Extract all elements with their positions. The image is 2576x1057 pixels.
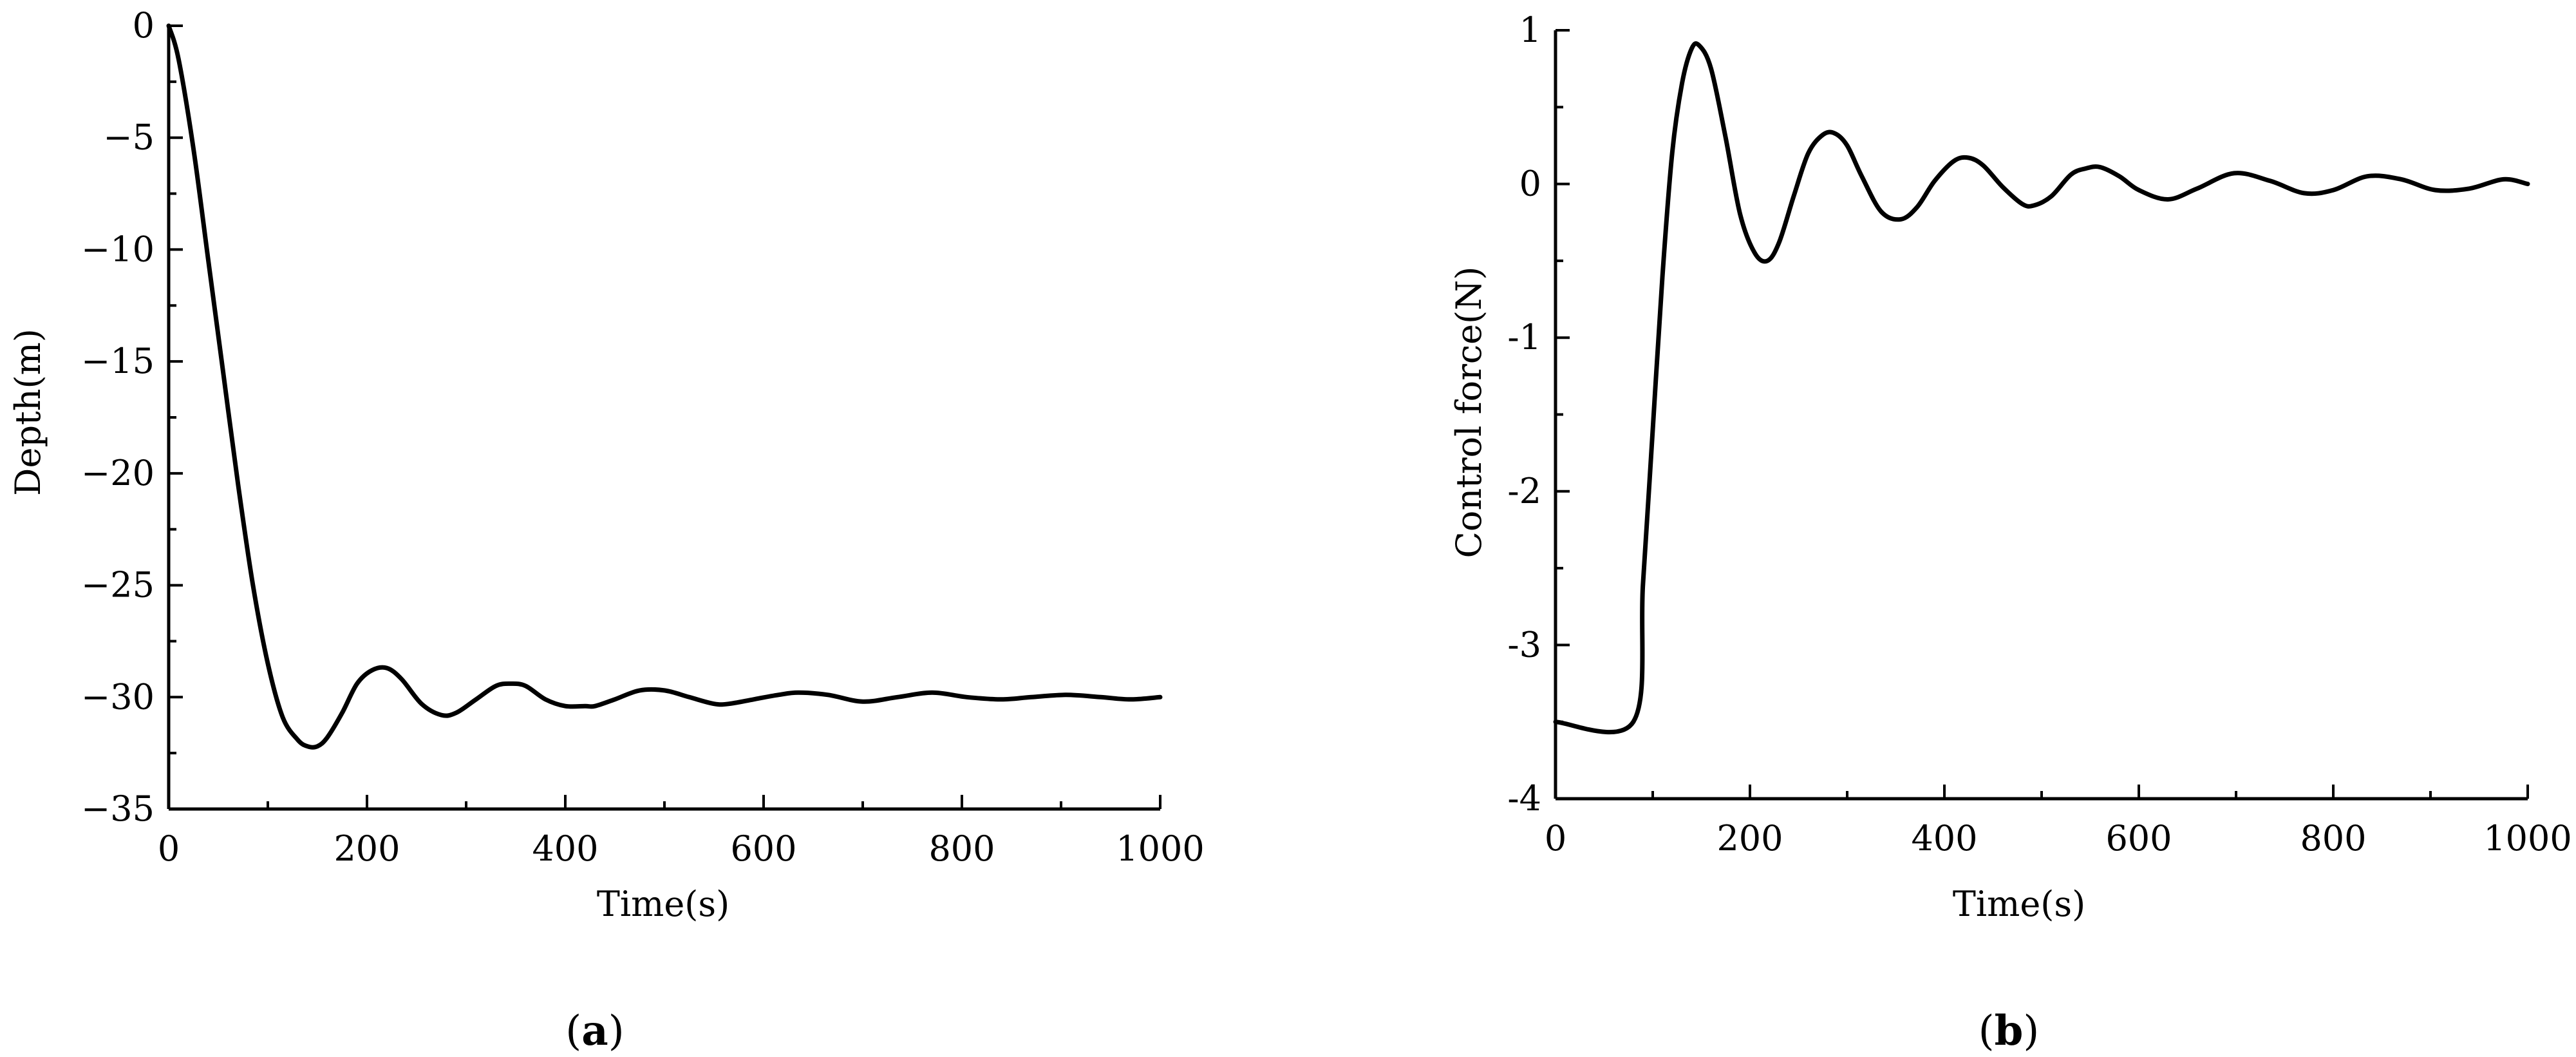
x-tick-label: 400 [532,828,598,869]
y-tick-label: 0 [133,5,155,46]
chart-b-marks: 0 200 400 600 800 1000 1 0 -1 -2 -3 -4 [1507,10,2571,859]
series-line [1553,41,2530,735]
chart-panel-a: 0 200 400 600 800 1000 0 −5 −10 −15 −20 −25 −30 −35 T… [8,5,1205,1055]
x-tick-label: 200 [334,828,400,869]
y-tick-label: -1 [1507,317,1541,357]
y-tick-label: -3 [1507,624,1541,665]
x-tick-label: 800 [928,828,995,869]
y-tick-label: −10 [81,229,155,269]
chart-panel-b: 0 200 400 600 800 1000 1 0 -1 -2 -3 -4 Time(s) Cont… [1449,10,2572,1055]
y-tick-label: −35 [81,788,155,829]
x-tick-label: 1000 [2483,818,2571,859]
x-tick-label: 0 [158,828,180,869]
panel-label-a: (a) [565,1007,624,1055]
x-tick-label: 0 [1545,818,1566,859]
x-tick-label: 400 [1911,818,1977,859]
chart-b-ylabel: Control force(N) [1449,267,1489,558]
chart-a-marks: 0 200 400 600 800 1000 0 −5 −10 −15 −20 −25 −30 −35 [81,5,1205,869]
chart-a-xlabel: Time(s) [597,884,729,924]
chart-b-xlabel: Time(s) [1953,884,2085,924]
y-tick-label: -2 [1507,471,1541,511]
x-tick-label: 800 [2300,818,2366,859]
x-tick-label: 600 [2105,818,2172,859]
x-tick-label: 200 [1716,818,1783,859]
y-tick-label: −15 [81,341,155,381]
y-tick-label: −30 [81,676,155,717]
chart-a-ylabel: Depth(m) [8,329,48,496]
panel-label-b: (b) [1979,1007,2040,1055]
y-tick-label: 1 [1519,10,1541,50]
x-tick-label: 600 [730,828,796,869]
x-tick-label: 1000 [1116,828,1204,869]
y-tick-label: −25 [81,565,155,605]
y-tick-label: −20 [81,453,155,493]
y-tick-label: 0 [1519,164,1541,204]
y-tick-label: -4 [1507,778,1541,819]
series-line [166,23,1163,750]
y-tick-label: −5 [103,117,155,158]
